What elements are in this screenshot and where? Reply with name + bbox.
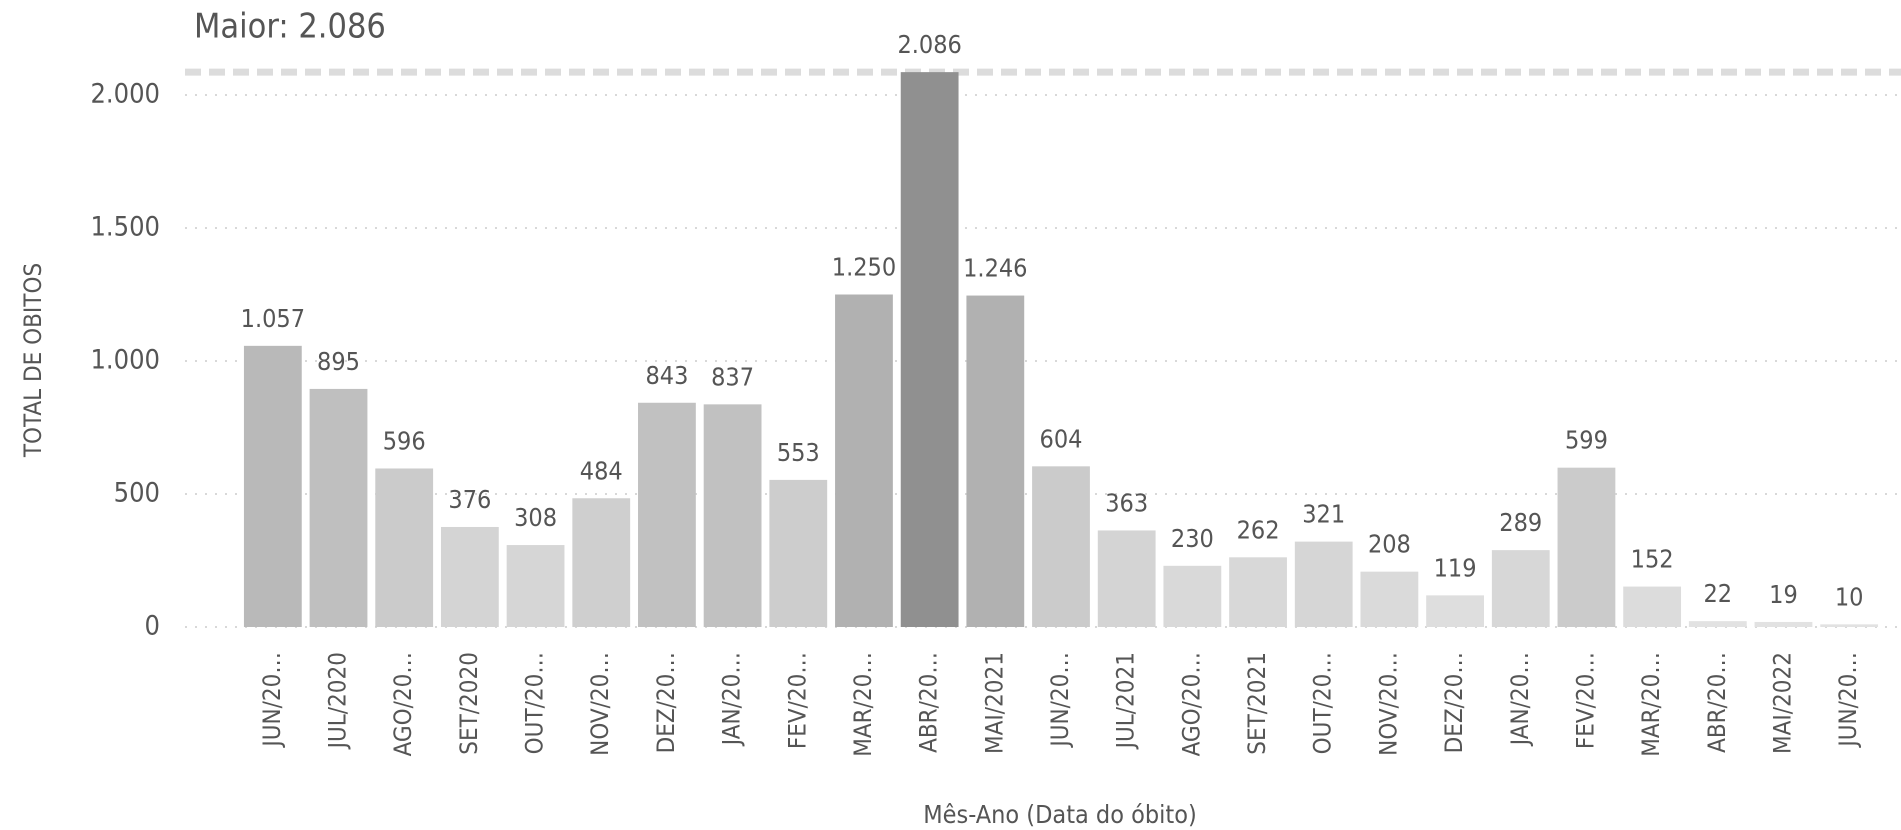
y-tick-label: 0 [145, 611, 160, 642]
data-label: 596 [383, 426, 426, 455]
x-tick-label: ABR/20… [915, 652, 943, 753]
bar [835, 294, 893, 627]
data-label: 152 [1631, 545, 1674, 574]
data-label: 553 [777, 438, 820, 467]
data-label: 895 [317, 347, 360, 376]
bar [375, 468, 434, 627]
bar [1032, 466, 1090, 627]
y-tick-label: 1.500 [90, 212, 160, 243]
bar [1097, 530, 1156, 627]
data-label: 321 [1302, 500, 1345, 529]
data-label: 376 [448, 485, 491, 514]
x-tick-label: DEZ/20… [652, 652, 680, 753]
y-tick-label: 2.000 [90, 79, 160, 110]
bar [309, 388, 368, 627]
x-tick-label: JUN/20… [258, 652, 286, 749]
max-line-label: Maior: 2.086 [194, 7, 386, 47]
data-label: 363 [1105, 488, 1148, 517]
bar [966, 295, 1025, 627]
x-tick-label: FEV/20… [1571, 652, 1599, 749]
data-label: 2.086 [897, 30, 961, 59]
bar [1229, 557, 1287, 627]
x-tick-label: NOV/20… [586, 652, 614, 756]
bar [1688, 621, 1747, 627]
x-tick-label: FEV/20… [783, 652, 811, 749]
bar [1820, 624, 1879, 627]
data-label: 10 [1835, 582, 1864, 611]
bar [1623, 586, 1682, 627]
data-label: 843 [645, 361, 688, 390]
x-tick-label: ABR/20… [1703, 652, 1731, 753]
x-tick-label: JUN/20… [1834, 652, 1862, 749]
y-tick-label: 500 [114, 478, 160, 509]
x-tick-label: JUL/2021 [1112, 652, 1140, 750]
x-tick-label: DEZ/20… [1440, 652, 1468, 753]
bar [506, 545, 565, 627]
x-tick-label: SET/2021 [1243, 652, 1271, 755]
bar [1426, 595, 1484, 627]
bar [1163, 565, 1222, 627]
x-tick-label: JUN/20… [1046, 652, 1074, 749]
bar [1294, 541, 1353, 627]
bar [1557, 467, 1616, 627]
bar [769, 479, 828, 627]
x-tick-label: JAN/20… [1506, 652, 1534, 747]
data-label: 262 [1237, 515, 1280, 544]
data-label: 22 [1703, 579, 1732, 608]
data-label: 308 [514, 503, 557, 532]
x-tick-label: AGO/20… [1177, 652, 1205, 756]
data-label: 289 [1499, 508, 1542, 537]
y-tick-label: 1.000 [90, 345, 160, 376]
data-label: 1.250 [832, 253, 896, 282]
x-tick-label: MAI/2021 [980, 652, 1008, 754]
data-label: 208 [1368, 530, 1411, 559]
bar [900, 72, 959, 627]
x-tick-label: JAN/20… [718, 652, 746, 747]
bar [572, 498, 631, 627]
x-tick-label: MAR/20… [1637, 652, 1665, 757]
x-tick-label: JUL/2020 [324, 652, 352, 750]
data-label: 604 [1040, 424, 1083, 453]
x-axis-title: Mês-Ano (Data do óbito) [923, 800, 1197, 829]
bar [1754, 621, 1813, 627]
data-label: 599 [1565, 426, 1608, 455]
data-label: 1.057 [241, 304, 305, 333]
x-tick-label: SET/2020 [455, 652, 483, 755]
x-tick-label: OUT/20… [521, 652, 549, 754]
data-label: 1.246 [963, 254, 1027, 283]
data-label: 230 [1171, 524, 1214, 553]
bar [703, 404, 762, 627]
x-tick-label: MAI/2022 [1768, 652, 1796, 754]
bar [440, 526, 499, 627]
x-tick-label: OUT/20… [1309, 652, 1337, 754]
x-tick-label: AGO/20… [389, 652, 417, 756]
x-tick-label: MAR/20… [849, 652, 877, 757]
data-label: 119 [1434, 553, 1477, 582]
y-axis-title: TOTAL DE OBITOS [19, 263, 47, 458]
x-tick-label: NOV/20… [1374, 652, 1402, 756]
data-label: 484 [580, 456, 623, 485]
bar [1491, 550, 1550, 627]
bar [243, 345, 302, 627]
bar [1360, 571, 1419, 627]
data-label: 19 [1769, 580, 1798, 609]
bar [638, 402, 696, 627]
data-label: 837 [711, 362, 754, 391]
